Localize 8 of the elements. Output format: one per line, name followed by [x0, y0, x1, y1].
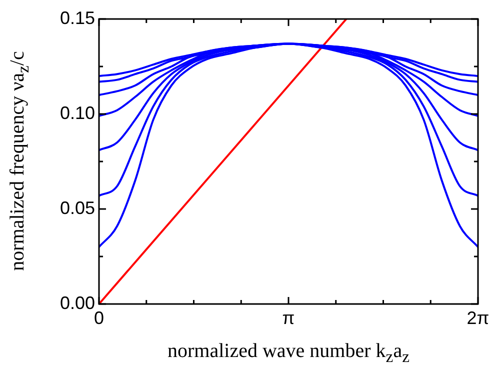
- y-tick-label: 0.10: [60, 102, 95, 123]
- y-tick-label: 0.05: [60, 198, 95, 218]
- y-tick-label: 0.00: [60, 292, 95, 313]
- y-tick-label: 0.15: [60, 8, 95, 28]
- x-axis-title: normalized wave number k$_{z}$a$_{z}$: [166, 340, 410, 367]
- x-tick-label: 2π: [466, 308, 490, 328]
- x-tick-label: π: [282, 308, 295, 328]
- x-tick-label: 0: [94, 308, 104, 328]
